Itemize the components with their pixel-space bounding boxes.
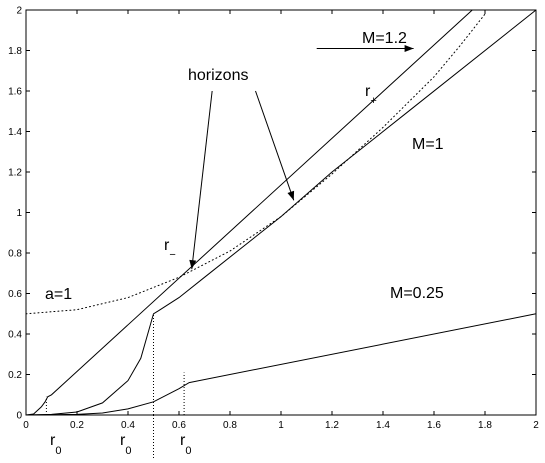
arrow-head [189, 259, 197, 270]
x-tick-label: 0.6 [172, 420, 186, 431]
series-line-3 [25, 313, 537, 416]
r0-3-sub: 0 [185, 445, 191, 457]
y-tick-label: 1.6 [8, 87, 22, 98]
x-tick-label: 1.6 [427, 420, 441, 431]
r-plus-label: r+ [365, 83, 377, 107]
y-tick-label: 0.4 [8, 330, 22, 341]
r-plus-sub: + [370, 95, 376, 107]
series-line-2 [25, 9, 537, 416]
m1-label: M=1 [412, 136, 444, 153]
r0-1-sub: 0 [55, 445, 61, 457]
r0-1-main: r [50, 432, 56, 449]
ticks: 0 0.2 0.4 0.6 0.8 1 1.2 1.4 1.6 1.8 2 0 0.2 0.4 0.6 0.8… [8, 6, 539, 432]
y-tick-label: 2 [16, 6, 22, 17]
y-tick-label: 0.2 [8, 370, 22, 381]
arrow-head [404, 44, 414, 52]
x-tick-label: 1.4 [376, 420, 390, 431]
series-line-4 [25, 13, 486, 315]
r-minus-sub: − [169, 249, 175, 261]
r0-label-3: r0 [180, 432, 191, 457]
x-tick-label: 0 [23, 420, 29, 431]
series-line-1 [25, 9, 473, 416]
arrow-shaft [191, 90, 213, 270]
y-tick-label: 1.2 [8, 168, 22, 179]
x-tick-label: 0.4 [121, 420, 135, 431]
x-tick-label: 0.2 [70, 420, 84, 431]
arrow-head [287, 190, 295, 201]
arrows [189, 44, 414, 270]
arrow-shaft [255, 90, 295, 201]
a1-label: a=1 [45, 286, 72, 303]
x-tick-label: 1.2 [325, 420, 339, 431]
y-tick-label: 1.8 [8, 46, 22, 57]
m12-label: M=1.2 [362, 30, 407, 47]
y-tick-label: 1 [16, 208, 22, 219]
y-tick-label: 0.6 [8, 289, 22, 300]
y-tick-label: 1.4 [8, 127, 22, 138]
x-tick-label: 0.8 [223, 420, 237, 431]
m025-label: M=0.25 [390, 285, 444, 302]
x-tick-label: 2 [533, 420, 539, 431]
r0-label-2: r0 [120, 432, 131, 457]
y-tick-label: 0 [16, 411, 22, 422]
horizons-label: horizons [188, 67, 248, 84]
x-tick-label: 1 [278, 420, 284, 431]
r-minus-label: r− [164, 237, 176, 261]
y-tick-label: 0.8 [8, 249, 22, 260]
r0-markers [45, 313, 185, 460]
curves [25, 9, 537, 416]
r-minus-main: r [164, 237, 170, 254]
r-plus-main: r [365, 83, 371, 100]
x-tick-label: 1.8 [478, 420, 492, 431]
r0-3-main: r [180, 432, 186, 449]
r0-2-main: r [120, 432, 126, 449]
r0-2-sub: 0 [125, 445, 131, 457]
r0-label-1: r0 [50, 432, 61, 457]
